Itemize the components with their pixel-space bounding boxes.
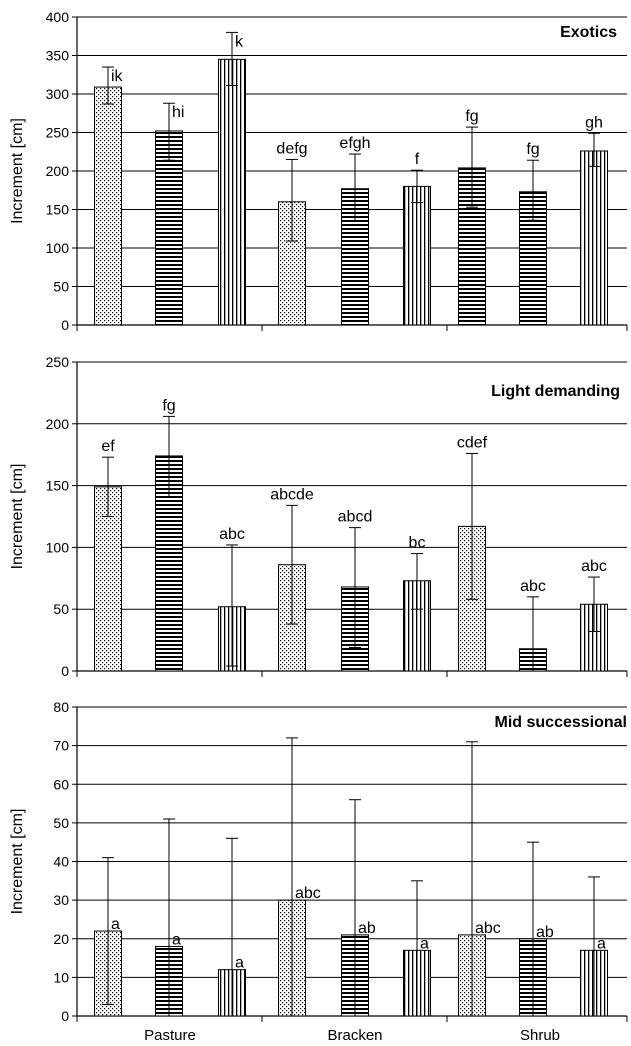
significance-label: ef (101, 438, 115, 455)
panel-1: 0 50 100 150 200 250 300 350 400 Increment [cm] Ex… (9, 9, 628, 333)
bar (580, 150, 608, 326)
y-tick-label: 250 (46, 354, 70, 370)
y-tick-label: 400 (46, 9, 70, 25)
significance-label: ab (536, 924, 554, 941)
y-tick-label: 200 (46, 416, 70, 432)
significance-label: abc (581, 558, 607, 575)
y-tick-label: 0 (61, 317, 69, 333)
x-category-label: Pasture (144, 1027, 196, 1044)
significance-label: ab (358, 920, 376, 937)
significance-label: abc (475, 920, 501, 937)
panel-2: 0 50 100 150 200 250 Increment [cm] Light deman… (9, 354, 628, 679)
bar (218, 58, 246, 326)
significance-label: abcde (270, 486, 314, 503)
significance-label: f (415, 151, 420, 168)
x-category-label: Bracken (327, 1027, 382, 1044)
panel-title: Light demanding (491, 383, 620, 400)
bar (94, 486, 122, 672)
significance-label: gh (585, 114, 603, 131)
bar (458, 167, 486, 326)
y-tick-label: 50 (53, 279, 69, 295)
panel-3: 0 10 20 30 40 50 60 70 80 Increment [cm] Mid succe… (9, 699, 628, 1044)
y-tick-label: 150 (46, 202, 70, 218)
y-tick-label: 100 (46, 539, 70, 555)
y-tick-label: 0 (61, 663, 69, 679)
bar (155, 130, 183, 326)
significance-label: cdef (457, 434, 488, 451)
significance-label: abc (295, 885, 321, 902)
y-tick-label: 20 (53, 931, 69, 947)
y-axis-label: Increment [cm] (9, 464, 26, 570)
bar (94, 86, 122, 326)
y-tick-label: 60 (53, 776, 69, 792)
significance-label: a (111, 916, 120, 933)
significance-label: k (235, 33, 244, 50)
y-tick-label: 350 (46, 48, 70, 64)
y-tick-label: 300 (46, 86, 70, 102)
y-tick-label: 200 (46, 163, 70, 179)
bar (403, 185, 431, 326)
significance-label: a (597, 935, 606, 952)
y-tick-label: 150 (46, 478, 70, 494)
significance-label: fg (465, 108, 478, 125)
y-tick-label: 50 (53, 815, 69, 831)
significance-label: hi (172, 104, 184, 121)
significance-label: a (172, 931, 181, 948)
x-category-label: Shrub (520, 1027, 560, 1044)
y-tick-label: 250 (46, 125, 70, 141)
significance-label: a (235, 955, 244, 972)
significance-label: abc (219, 526, 245, 543)
y-tick-label: 30 (53, 892, 69, 908)
y-tick-label: 80 (53, 699, 69, 715)
y-tick-label: 70 (53, 738, 69, 754)
panel-title: Exotics (560, 24, 617, 41)
panel-title: Mid successional (495, 714, 628, 731)
significance-label: ik (111, 68, 124, 85)
significance-label: abc (520, 578, 546, 595)
significance-label: abcd (338, 509, 373, 526)
y-axis-label: Increment [cm] (9, 118, 26, 224)
significance-label: fg (162, 397, 175, 414)
y-tick-label: 100 (46, 240, 70, 256)
significance-label: efgh (339, 135, 370, 152)
y-tick-label: 10 (53, 969, 69, 985)
y-axis-label: Increment [cm] (9, 809, 26, 915)
significance-label: defg (276, 140, 307, 157)
significance-label: a (420, 935, 429, 952)
significance-label: bc (409, 535, 426, 552)
y-tick-label: 0 (61, 1008, 69, 1024)
y-tick-label: 40 (53, 854, 69, 870)
y-tick-label: 50 (53, 601, 69, 617)
significance-label: fg (526, 141, 539, 158)
